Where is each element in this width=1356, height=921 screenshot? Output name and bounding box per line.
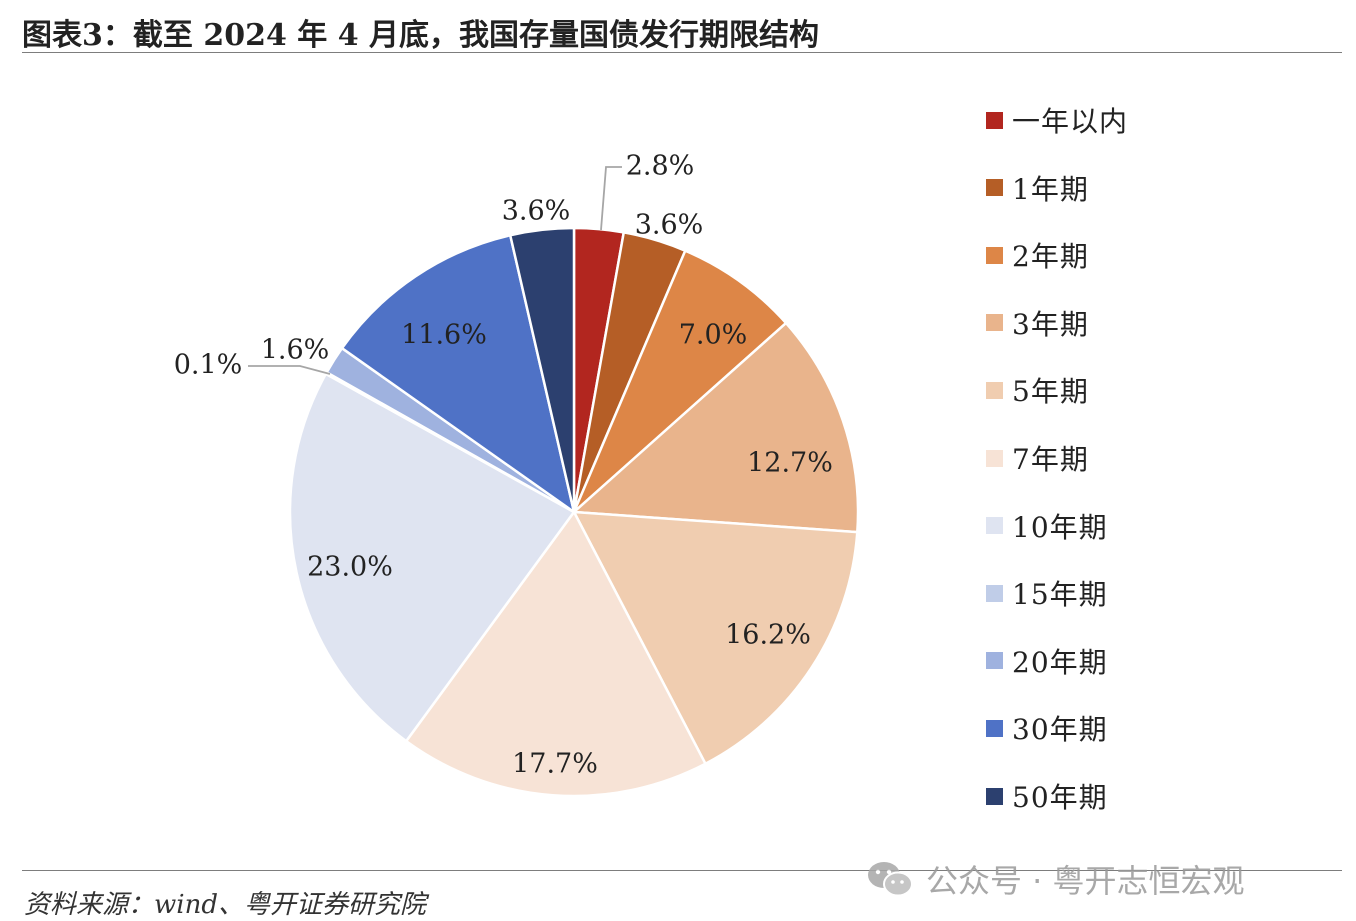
legend-swatch bbox=[986, 584, 1003, 602]
data-label: 7.0% bbox=[679, 320, 748, 351]
legend-label: 7年期 bbox=[1012, 443, 1089, 476]
data-label: 16.2% bbox=[725, 620, 811, 651]
legend-label: 5年期 bbox=[1012, 375, 1089, 409]
legend-label: 10年期 bbox=[1012, 510, 1108, 544]
legend-item: 20年期 bbox=[986, 641, 1108, 681]
legend-item: 10年期 bbox=[986, 506, 1108, 546]
legend-swatch bbox=[986, 652, 1003, 670]
pie-slice bbox=[340, 234, 576, 514]
legend-label: 20年期 bbox=[1012, 645, 1108, 679]
data-label: 1.6% bbox=[261, 335, 330, 366]
data-label: 23.0% bbox=[307, 552, 393, 583]
legend-item: 7年期 bbox=[986, 438, 1089, 478]
legend-swatch bbox=[986, 381, 1003, 399]
watermark-text: 公众号 · 粤开志恒宏观 bbox=[926, 862, 1245, 900]
leader-line bbox=[248, 365, 331, 375]
data-label: 3.6% bbox=[635, 210, 704, 241]
bottom-divider bbox=[22, 870, 1342, 871]
legend-swatch bbox=[986, 246, 1003, 264]
pie-slice bbox=[572, 249, 788, 514]
wechat-icon bbox=[868, 862, 913, 897]
data-label: 0.1% bbox=[174, 350, 243, 381]
source-note: 资料来源：wind、粤开证券研究院 bbox=[24, 890, 426, 920]
pie-slice bbox=[404, 510, 707, 798]
legend-label: 2年期 bbox=[1012, 240, 1089, 274]
legend-item: 1年期 bbox=[986, 168, 1089, 208]
legend-label: 15年期 bbox=[1012, 578, 1108, 612]
legend-swatch bbox=[986, 449, 1003, 467]
leader-line bbox=[600, 166, 622, 231]
legend-label: 3年期 bbox=[1012, 307, 1089, 341]
legend-swatch bbox=[986, 314, 1003, 332]
data-label: 12.7% bbox=[747, 448, 833, 479]
legend-swatch bbox=[986, 179, 1003, 197]
legend-item: 5年期 bbox=[986, 370, 1089, 410]
legend-swatch bbox=[986, 517, 1003, 535]
legend-swatch bbox=[986, 719, 1003, 737]
legend-item: 2年期 bbox=[986, 235, 1089, 275]
legend-label: 30年期 bbox=[1012, 713, 1108, 747]
pie-slice bbox=[572, 510, 859, 766]
legend-label: 一年以内 bbox=[1012, 105, 1129, 138]
legend-label: 1年期 bbox=[1012, 172, 1089, 206]
legend-swatch bbox=[986, 787, 1003, 805]
data-label: 2.8% bbox=[626, 151, 695, 182]
pie-slice bbox=[572, 321, 860, 534]
data-label: 3.6% bbox=[502, 196, 571, 227]
legend-item: 30年期 bbox=[986, 708, 1108, 748]
legend-item: 15年期 bbox=[986, 573, 1108, 613]
legend-item: 50年期 bbox=[986, 776, 1108, 816]
pie-slice bbox=[508, 226, 576, 514]
legend-item: 3年期 bbox=[986, 303, 1089, 343]
chart-title: 图表3：截至 2024 年 4 月底，我国存量国债发行期限结构 bbox=[22, 18, 820, 53]
watermark: 公众号 · 粤开志恒宏观 bbox=[866, 856, 1245, 902]
top-divider bbox=[22, 52, 1342, 53]
data-label: 17.7% bbox=[512, 749, 598, 780]
pie-slice bbox=[288, 372, 576, 743]
legend-item: 一年以内 bbox=[986, 100, 1128, 140]
data-label: 11.6% bbox=[401, 320, 487, 351]
legend-swatch bbox=[986, 111, 1003, 129]
legend-label: 50年期 bbox=[1012, 781, 1108, 814]
